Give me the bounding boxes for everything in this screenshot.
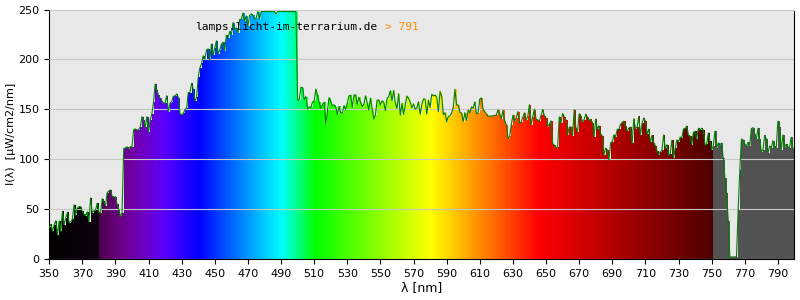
X-axis label: λ [nm]: λ [nm] <box>401 281 442 294</box>
Text: > 791: > 791 <box>385 22 418 32</box>
Text: lamps.licht-im-terrarium.de: lamps.licht-im-terrarium.de <box>195 22 377 32</box>
Y-axis label: I(λ)  [μW/cm2/nm]: I(λ) [μW/cm2/nm] <box>6 83 15 185</box>
